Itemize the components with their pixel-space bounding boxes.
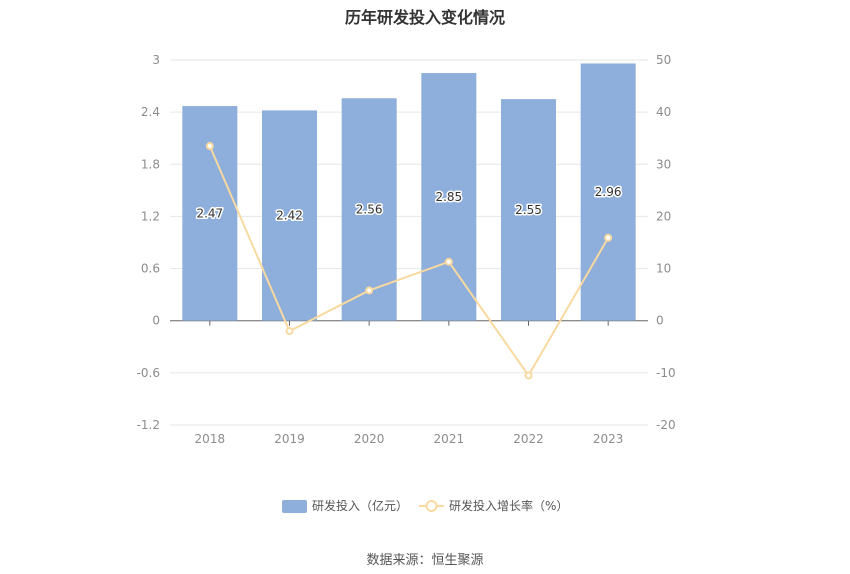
bar-value-label: 2.55: [515, 203, 542, 217]
bar-value-label: 2.47: [196, 206, 223, 220]
legend-line-label: 研发投入增长率（%）: [449, 498, 568, 513]
y-left-tick-label: 2.4: [141, 105, 160, 119]
x-tick-label: 2022: [513, 432, 544, 446]
y-left-tick-label: -1.2: [137, 418, 160, 432]
x-tick-label: 2019: [274, 432, 305, 446]
y-right-tick-label: -10: [656, 366, 676, 380]
legend-line-marker: [425, 500, 438, 512]
y-left-tick-label: -0.6: [137, 366, 160, 380]
bar-2018: [182, 106, 238, 321]
x-tick-label: 2020: [354, 432, 385, 446]
legend-bar-swatch: [282, 500, 307, 513]
growth-point-2020: [365, 286, 374, 295]
x-tick-label: 2023: [593, 432, 624, 446]
growth-point-2019: [285, 327, 294, 336]
y-left-tick-label: 1.8: [141, 157, 160, 171]
y-left-tick-label: 1.2: [141, 209, 160, 223]
bar-2019: [262, 110, 317, 321]
growth-rate-line: [208, 145, 610, 378]
x-tick-label: 2018: [195, 432, 226, 446]
data-source: 数据来源：恒生聚源: [366, 553, 484, 568]
y-right-tick-label: -20: [656, 418, 676, 432]
y-right-tick-label: 50: [656, 53, 671, 67]
bar-2023: [580, 63, 636, 321]
growth-point-2023: [604, 233, 613, 242]
y-left-tick-label: 0.6: [141, 262, 160, 276]
bar-value-label: 2.42: [276, 209, 303, 223]
chart-title: 历年研发投入变化情况: [344, 8, 505, 27]
y-right-tick-label: 30: [656, 157, 671, 171]
bar-value-label: 2.56: [356, 202, 383, 216]
y-right-tick-label: 40: [656, 105, 671, 119]
bar-value-label: 2.96: [595, 185, 622, 199]
bar-2022: [501, 99, 556, 321]
x-tick-label: 2021: [434, 432, 465, 446]
bar-2021: [421, 73, 477, 321]
legend-bar-label: 研发投入（亿元）: [312, 498, 408, 513]
y-right-tick-label: 20: [656, 209, 671, 223]
y-right-tick-label: 0: [656, 314, 664, 328]
growth-point-2021: [444, 257, 453, 266]
y-left-tick-label: 0: [152, 314, 160, 328]
y-left-tick-label: 3: [152, 53, 160, 67]
growth-point-2022: [524, 371, 533, 380]
growth-point-2018: [205, 142, 214, 151]
y-right-tick-label: 10: [656, 262, 671, 276]
bar-value-label: 2.85: [435, 190, 462, 204]
